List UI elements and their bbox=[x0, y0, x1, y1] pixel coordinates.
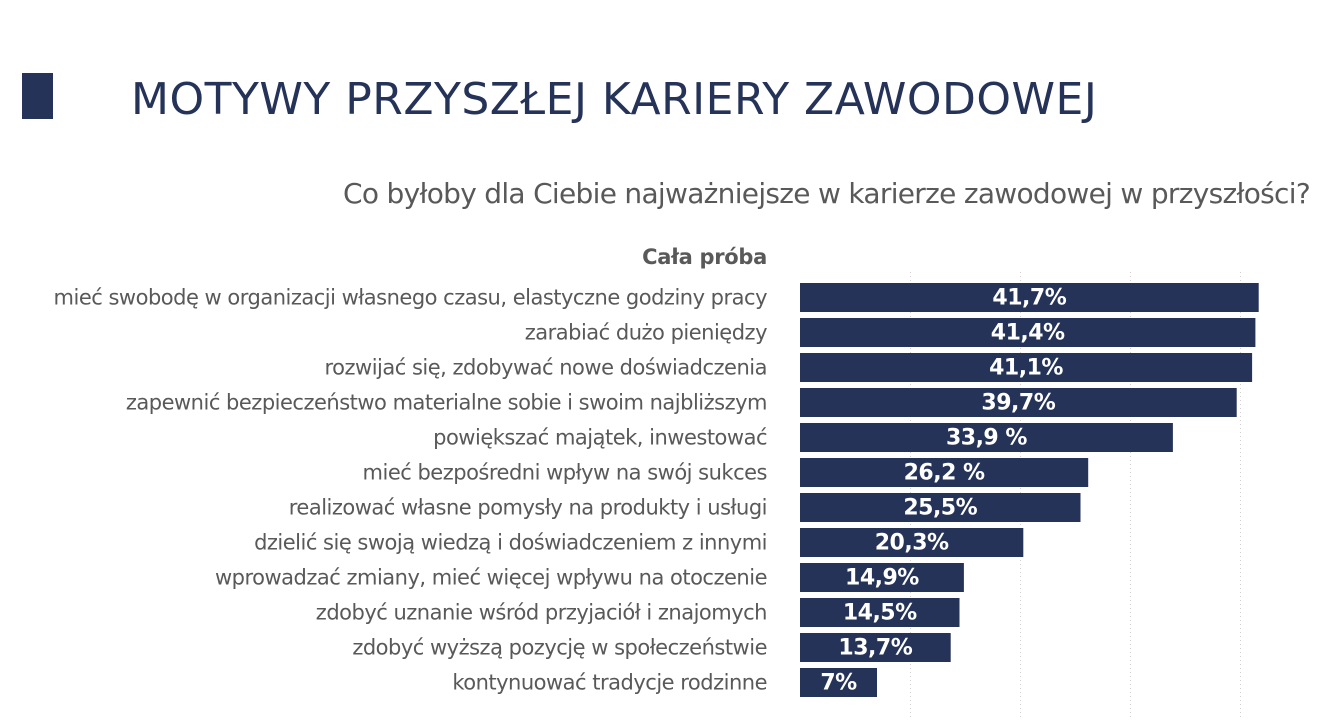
category-label-8: dzielić się swoją wiedzą i doświadczenie… bbox=[254, 531, 767, 555]
bar-11 bbox=[800, 633, 951, 662]
bar-7 bbox=[800, 493, 1081, 522]
data-label-4: 39,7% bbox=[981, 391, 1055, 416]
bar-2 bbox=[800, 318, 1256, 347]
data-label-12: 7% bbox=[820, 671, 857, 696]
category-label-3: rozwijać się, zdobywać nowe doświadczeni… bbox=[324, 356, 767, 380]
bar-3 bbox=[800, 353, 1253, 382]
bar-4 bbox=[800, 388, 1237, 417]
category-label-6: mieć bezpośredni wpływ na swój sukces bbox=[363, 461, 767, 485]
bar-10 bbox=[800, 598, 960, 627]
data-label-5: 33,9 % bbox=[946, 426, 1027, 451]
bar-5 bbox=[800, 423, 1173, 452]
category-label-11: zdobyć wyższą pozycję w społeczeństwie bbox=[352, 636, 767, 660]
data-label-11: 13,7% bbox=[838, 636, 912, 661]
category-label-7: realizować własne pomysły na produkty i … bbox=[289, 496, 767, 520]
data-label-7: 25,5% bbox=[903, 496, 977, 521]
page-title: MOTYWY PRZYSZŁEJ KARIERY ZAWODOWEJ bbox=[131, 74, 1098, 125]
data-label-9: 14,9% bbox=[845, 566, 919, 591]
category-label-10: zdobyć uznanie wśród przyjaciół i znajom… bbox=[316, 601, 767, 625]
category-label-4: zapewnić bezpieczeństwo materialne sobie… bbox=[126, 391, 767, 415]
data-label-2: 41,4% bbox=[991, 321, 1065, 346]
bar-8 bbox=[800, 528, 1024, 557]
category-label-9: wprowadzać zmiany, mieć więcej wpływu na… bbox=[215, 566, 767, 590]
data-label-1: 41,7% bbox=[992, 286, 1066, 311]
series-label: Cała próba bbox=[642, 245, 767, 269]
bar-6 bbox=[800, 458, 1089, 487]
data-label-3: 41,1% bbox=[989, 356, 1063, 381]
category-label-2: zarabiać dużo pieniędzy bbox=[525, 321, 767, 345]
data-label-10: 14,5% bbox=[843, 601, 917, 626]
bar-12 bbox=[800, 668, 877, 697]
category-label-5: powiększać majątek, inwestować bbox=[433, 426, 767, 450]
chart-title: Co byłoby dla Ciebie najważniejsze w kar… bbox=[343, 177, 1311, 210]
category-label-12: kontynuować tradycje rodzinne bbox=[452, 671, 767, 695]
bars: 41,7% 41,4% 41,1% 39,7% 33,9 % 26,2 % 25,5% 20,… bbox=[800, 283, 1259, 697]
bar-9 bbox=[800, 563, 964, 592]
title-accent-square bbox=[22, 73, 53, 119]
data-label-6: 26,2 % bbox=[904, 461, 985, 486]
category-labels: mieć swobodę w organizacji własnego czas… bbox=[54, 286, 768, 695]
data-label-8: 20,3% bbox=[875, 531, 949, 556]
bar-1 bbox=[800, 283, 1259, 312]
category-label-1: mieć swobodę w organizacji własnego czas… bbox=[54, 286, 768, 310]
